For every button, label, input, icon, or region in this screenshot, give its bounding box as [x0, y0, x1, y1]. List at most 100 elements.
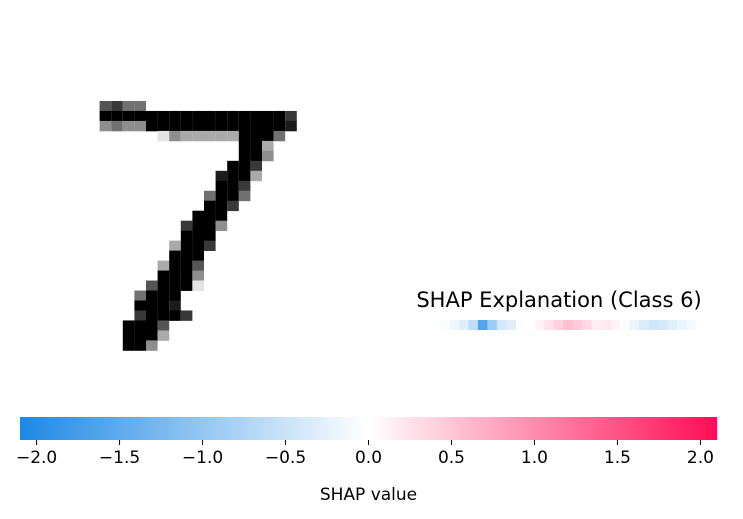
digit-pixel-102: [134, 290, 146, 301]
shap-strip-cell-5: [487, 320, 498, 330]
shap-strip-cell-4: [477, 320, 488, 330]
shap-strip-cell-11: [544, 320, 555, 330]
digit-pixel-29: [192, 120, 204, 132]
digit-pixel-10: [169, 110, 181, 122]
digit-pixel-107: [146, 300, 158, 311]
digit-pixel-117: [146, 320, 158, 331]
digit-pixel-99: [169, 280, 181, 291]
colorbar-tick-label-2: −1.0: [182, 448, 223, 468]
digit-pixel-0: [99, 100, 112, 112]
shap-strip-cell-1: [449, 320, 460, 330]
digit-pixel-11: [180, 110, 193, 122]
shap-strip-cell-10: [534, 320, 545, 330]
digit-pixel-93: [157, 270, 170, 281]
digit-pixel-123: [122, 340, 135, 351]
shap-strip-cell-26: [686, 320, 697, 330]
digit-pixel-120: [134, 330, 146, 341]
digit-pixel-28: [180, 120, 193, 132]
shap-strip-cell-2: [458, 320, 469, 330]
digit-pixel-116: [134, 320, 146, 331]
digit-pixel-80: [192, 230, 204, 242]
digit-pixel-61: [250, 170, 262, 182]
digit-pixel-94: [169, 270, 181, 281]
shap-strip-cell-25: [677, 320, 687, 330]
digit-pixel-8: [146, 110, 158, 122]
digit-pixel-79: [180, 230, 193, 242]
digit-pixel-16: [238, 110, 251, 122]
digit-pixel-9: [157, 110, 170, 122]
shap-strip-cell-20: [629, 320, 640, 330]
digit-pixel-26: [157, 120, 170, 132]
shap-strip-cell-15: [582, 320, 592, 330]
digit-pixel-38: [157, 130, 170, 142]
digit-pixel-121: [146, 330, 158, 341]
digit-pixel-45: [238, 130, 251, 142]
digit-pixel-7: [134, 110, 146, 122]
shap-strip-cell-9: [525, 320, 536, 330]
shap-strip-cell-7: [506, 320, 517, 330]
digit-pixel-50: [250, 140, 262, 152]
digit-pixel-74: [215, 210, 228, 222]
digit-pixel-32: [227, 120, 239, 132]
digit-pixel-6: [122, 110, 135, 122]
digit-pixel-104: [157, 290, 170, 301]
digit-pixel-84: [192, 240, 204, 252]
digit-pixel-122: [157, 330, 170, 341]
digit-pixel-95: [180, 270, 193, 281]
digit-pixel-51: [262, 140, 274, 152]
shap-strip-cell-24: [667, 320, 678, 330]
digit-pixel-69: [204, 200, 216, 212]
digit-pixel-124: [134, 340, 146, 351]
digit-pixel-22: [111, 120, 123, 132]
digit-pixel-58: [215, 170, 228, 182]
digit-pixel-67: [227, 190, 239, 202]
digit-pixel-81: [204, 230, 216, 242]
digit-pixel-15: [227, 110, 239, 122]
shap-strip-cell-0: [440, 320, 450, 330]
digit-pixel-101: [192, 280, 204, 291]
digit-pixel-77: [204, 220, 216, 232]
digit-pixel-85: [204, 240, 216, 252]
digit-pixel-83: [180, 240, 193, 252]
digit-pixel-119: [122, 330, 135, 341]
digit-pixel-92: [192, 260, 204, 271]
colorbar-tick-label-1: −1.5: [99, 448, 140, 468]
digit-pixel-111: [146, 310, 158, 321]
shap-strip-cell-3: [468, 320, 479, 330]
digit-pixel-21: [99, 120, 112, 132]
digit-pixel-76: [192, 220, 204, 232]
digit-pixel-14: [215, 110, 228, 122]
digit-pixel-2: [122, 100, 135, 112]
digit-pixel-17: [250, 110, 262, 122]
digit-pixel-3: [134, 100, 146, 112]
digit-pixel-110: [134, 310, 146, 321]
digit-pixel-25: [146, 120, 158, 132]
colorbar-tick-label-0: −2.0: [16, 448, 57, 468]
digit-pixel-56: [238, 160, 251, 172]
digit-pixel-82: [169, 240, 181, 252]
digit-pixel-71: [227, 200, 239, 212]
colorbar-tick-label-3: −0.5: [265, 448, 306, 468]
digit-pixel-78: [215, 220, 228, 232]
digit-pixel-19: [273, 110, 286, 122]
digit-pixel-48: [273, 130, 286, 142]
digit-pixel-53: [250, 150, 262, 162]
digit-pixel-112: [157, 310, 170, 321]
digit-pixel-70: [215, 200, 228, 212]
digit-pixel-4: [99, 110, 112, 122]
shap-strip-cell-8: [515, 320, 526, 330]
digit-pixel-88: [192, 250, 204, 261]
shap-strip-cell-19: [620, 320, 630, 330]
digit-pixel-24: [134, 120, 146, 132]
shap-strip-cell-21: [639, 320, 649, 330]
digit-pixel-34: [250, 120, 262, 132]
digit-pixel-42: [204, 130, 216, 142]
digit-pixel-1: [111, 100, 123, 112]
colorbar: [20, 417, 717, 440]
digit-pixel-12: [192, 110, 204, 122]
digit-pixel-115: [122, 320, 135, 331]
colorbar-tick-label-7: 1.5: [604, 448, 631, 468]
digit-pixel-54: [262, 150, 274, 162]
digit-pixel-66: [215, 190, 228, 202]
digit-pixel-72: [192, 210, 204, 222]
